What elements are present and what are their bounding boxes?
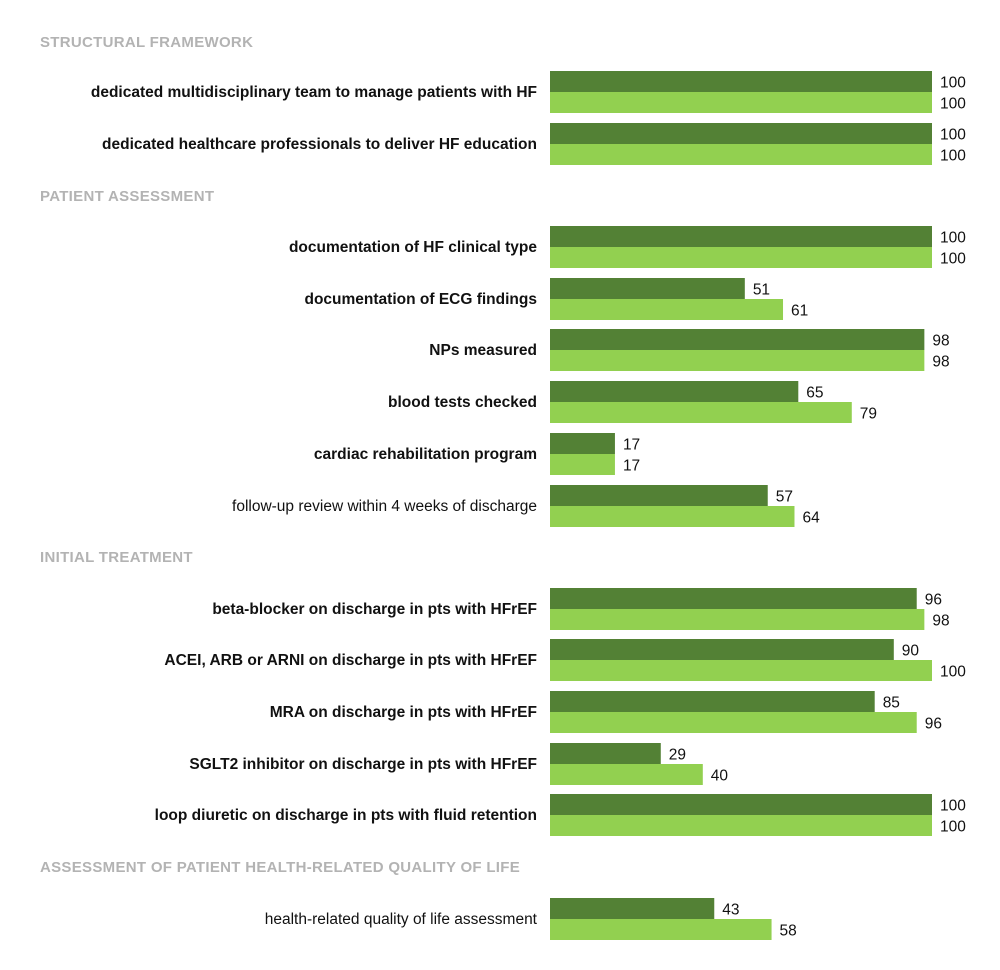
bar-series-1	[550, 743, 661, 764]
data-label: 17	[623, 437, 640, 454]
data-label: 98	[932, 354, 949, 371]
data-label: 98	[932, 333, 949, 350]
data-label: 100	[940, 127, 966, 144]
data-label: 79	[860, 406, 877, 423]
row-label: follow-up review within 4 weeks of disch…	[232, 498, 537, 515]
bar-series-2	[550, 764, 703, 785]
bar-series-2	[550, 247, 932, 268]
row-label: documentation of ECG findings	[305, 291, 538, 308]
data-label: 100	[940, 664, 966, 681]
data-label: 100	[940, 798, 966, 815]
data-label: 58	[780, 923, 797, 940]
row-label: health-related quality of life assessmen…	[265, 911, 538, 928]
data-label: 90	[902, 643, 920, 660]
data-label: 96	[925, 592, 942, 609]
section-title: INITIAL TREATMENT	[40, 549, 193, 566]
row-label: loop diuretic on discharge in pts with f…	[155, 807, 537, 824]
bar-series-1	[550, 485, 768, 506]
data-label: 85	[883, 695, 900, 712]
section-title: ASSESSMENT OF PATIENT HEALTH-RELATED QUA…	[40, 859, 520, 876]
row-label: blood tests checked	[388, 394, 537, 411]
row-label: beta-blocker on discharge in pts with HF…	[212, 601, 537, 618]
data-label: 43	[722, 902, 739, 919]
bar-series-1	[550, 433, 615, 454]
row-label: cardiac rehabilitation program	[314, 446, 537, 463]
row-label: ACEI, ARB or ARNI on discharge in pts wi…	[164, 652, 537, 669]
data-label: 100	[940, 251, 966, 268]
bar-series-1	[550, 588, 917, 609]
data-label: 100	[940, 819, 966, 836]
row-label: dedicated healthcare professionals to de…	[102, 136, 537, 153]
bar-series-2	[550, 609, 925, 630]
bar-series-1	[550, 71, 932, 92]
bar-series-1	[550, 381, 799, 402]
data-label: 100	[940, 75, 966, 92]
bar-series-1	[550, 794, 932, 815]
row-label: MRA on discharge in pts with HFrEF	[270, 704, 537, 721]
data-label: 17	[623, 458, 640, 475]
bar-series-1	[550, 278, 745, 299]
bar-series-1	[550, 226, 932, 247]
data-label: 29	[669, 747, 686, 764]
bar-series-2	[550, 402, 852, 423]
data-label: 96	[925, 716, 942, 733]
section-title: PATIENT ASSESSMENT	[40, 188, 214, 205]
data-label: 40	[711, 768, 729, 785]
bar-series-2	[550, 92, 932, 113]
row-label: documentation of HF clinical type	[289, 239, 537, 256]
data-label: 61	[791, 303, 808, 320]
section-title: STRUCTURAL FRAMEWORK	[40, 34, 253, 51]
row-label: dedicated multidisciplinary team to mana…	[91, 84, 537, 101]
row-label: NPs measured	[429, 342, 537, 359]
data-label: 57	[776, 489, 793, 506]
bar-series-2	[550, 350, 925, 371]
data-label: 100	[940, 96, 966, 113]
bar-series-2	[550, 454, 615, 475]
data-label: 64	[802, 510, 820, 527]
bar-series-2	[550, 660, 932, 681]
data-label: 100	[940, 148, 966, 165]
bar-series-2	[550, 919, 772, 940]
data-label: 51	[753, 282, 770, 299]
bar-series-2	[550, 815, 932, 836]
bar-series-1	[550, 329, 925, 350]
row-label: SGLT2 inhibitor on discharge in pts with…	[189, 756, 537, 773]
data-label: 100	[940, 230, 966, 247]
bar-series-2	[550, 506, 795, 527]
bar-series-1	[550, 691, 875, 712]
bar-series-2	[550, 144, 932, 165]
data-label: 98	[932, 613, 949, 630]
bar-series-2	[550, 712, 917, 733]
bar-series-1	[550, 898, 715, 919]
bar-series-2	[550, 299, 784, 320]
bar-series-1	[550, 639, 894, 660]
data-label: 65	[806, 385, 823, 402]
bar-series-1	[550, 123, 932, 144]
